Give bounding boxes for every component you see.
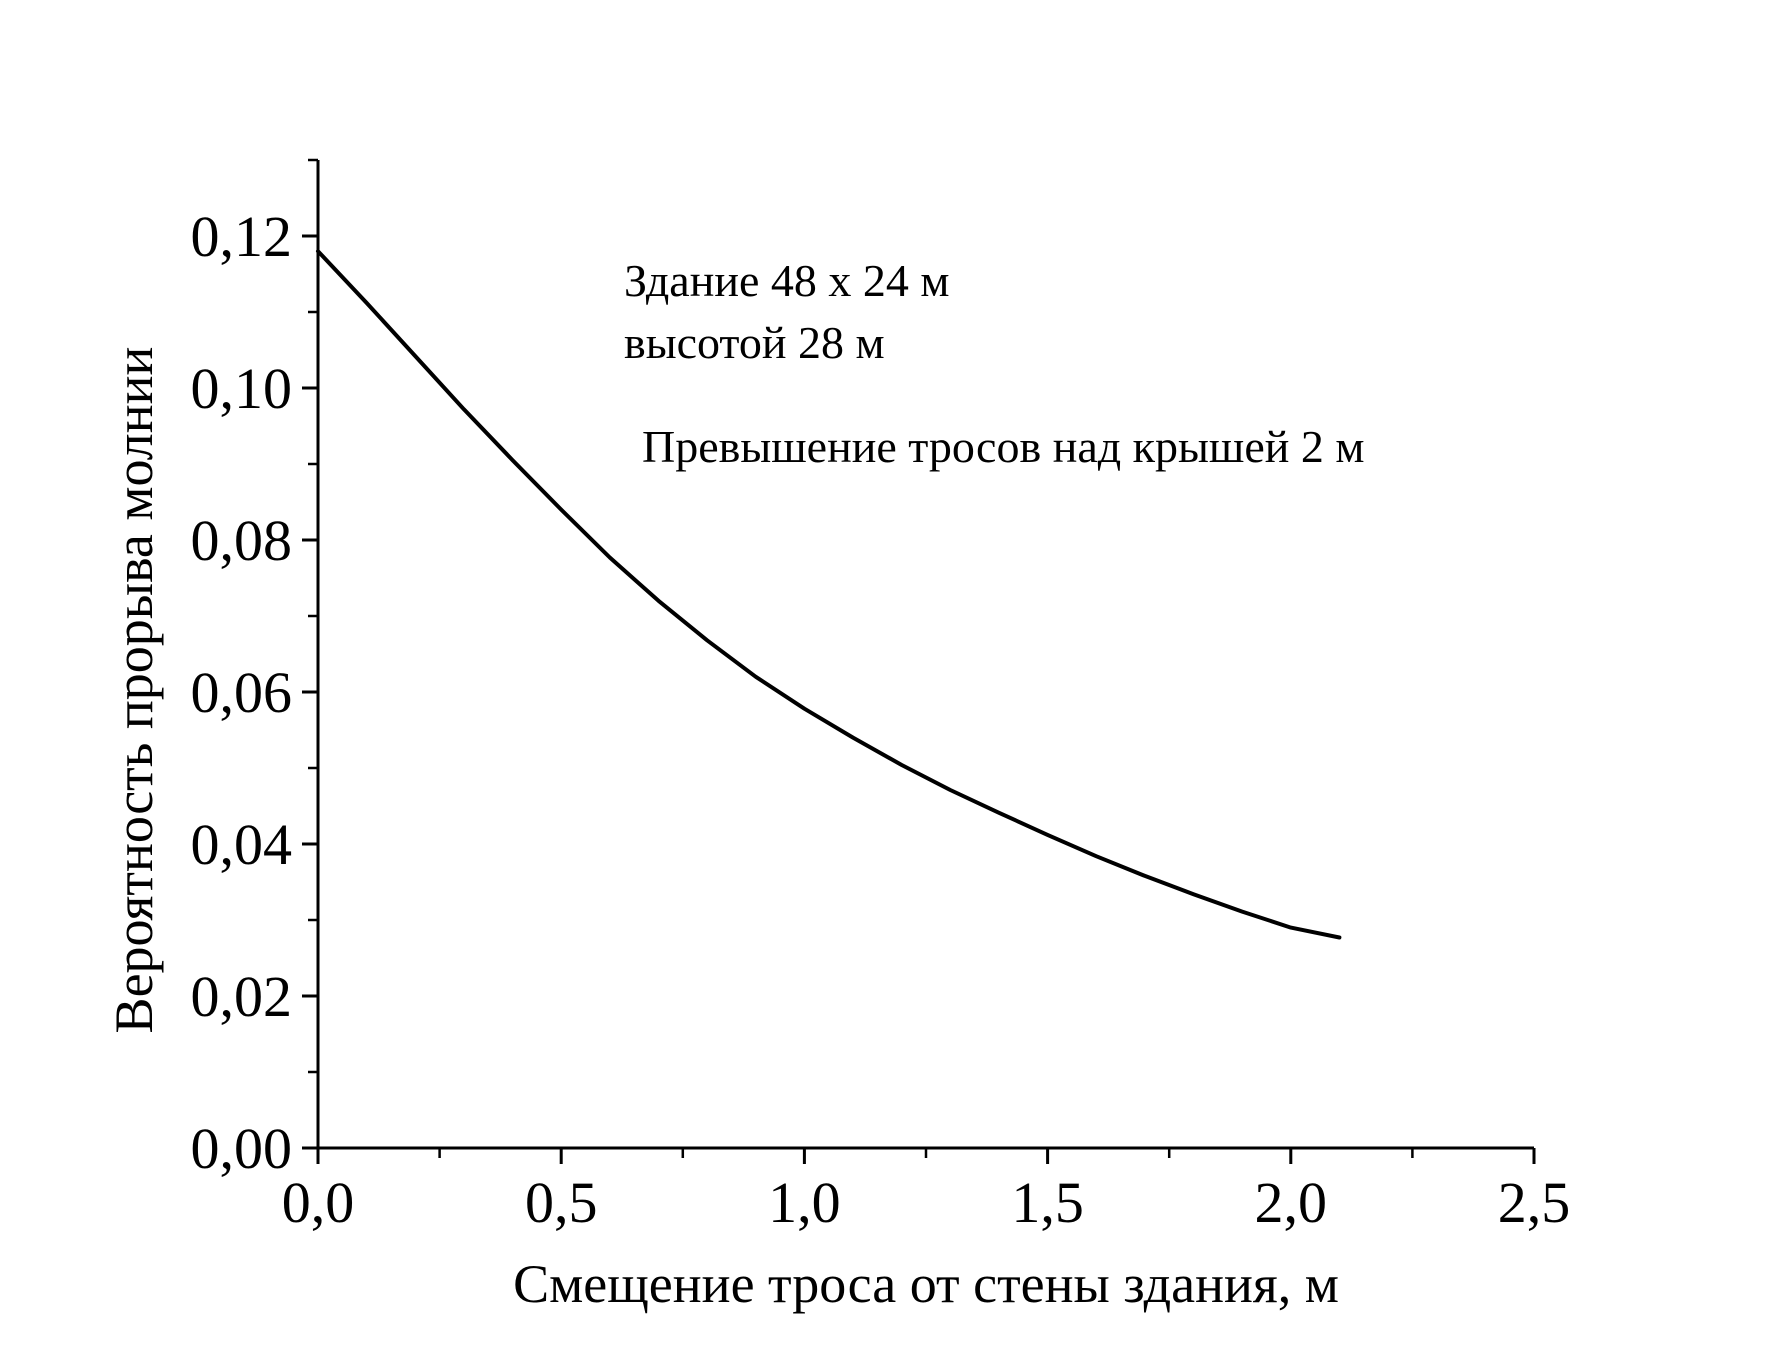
annotation-cable-excess: Превышение тросов над крышей 2 м xyxy=(642,421,1364,472)
annotation-building-height: высотой 28 м xyxy=(624,317,885,368)
y-tick-label: 0,04 xyxy=(191,812,293,877)
x-tick-label: 1,5 xyxy=(1011,1170,1084,1235)
x-tick-label: 0,5 xyxy=(525,1170,598,1235)
x-tick-label: 2,5 xyxy=(1498,1170,1571,1235)
y-tick-label: 0,06 xyxy=(191,660,293,725)
x-ticks: 0,0 0,5 1,0 1,5 2,0 2,5 xyxy=(282,1148,1571,1235)
y-axis-title: Вероятность прорыва молнии xyxy=(104,347,164,1034)
y-tick-label: 0,08 xyxy=(191,508,293,573)
plot-area: 0,0 0,5 1,0 1,5 2,0 2,5 0,000,020,040,060,080… xyxy=(191,158,1571,1235)
x-tick-label: 1,0 xyxy=(768,1170,841,1235)
x-tick-label: 0,0 xyxy=(282,1170,355,1235)
x-axis-title: Смещение троса от стены здания, м xyxy=(513,1254,1339,1314)
annotation-building-size: Здание 48 х 24 м xyxy=(624,255,949,306)
y-tick-label: 0,12 xyxy=(191,204,293,269)
y-ticks: 0,00 0,02 0,04 0,06 0,08 0,10 0,12 xyxy=(191,158,318,1181)
y-tick-label: 0,10 xyxy=(191,356,293,421)
series-line xyxy=(316,249,1342,940)
x-tick-label: 2,0 xyxy=(1255,1170,1328,1235)
y-tick-label: 0,00 xyxy=(191,1116,293,1181)
y-tick-label: 0,02 xyxy=(191,964,293,1029)
